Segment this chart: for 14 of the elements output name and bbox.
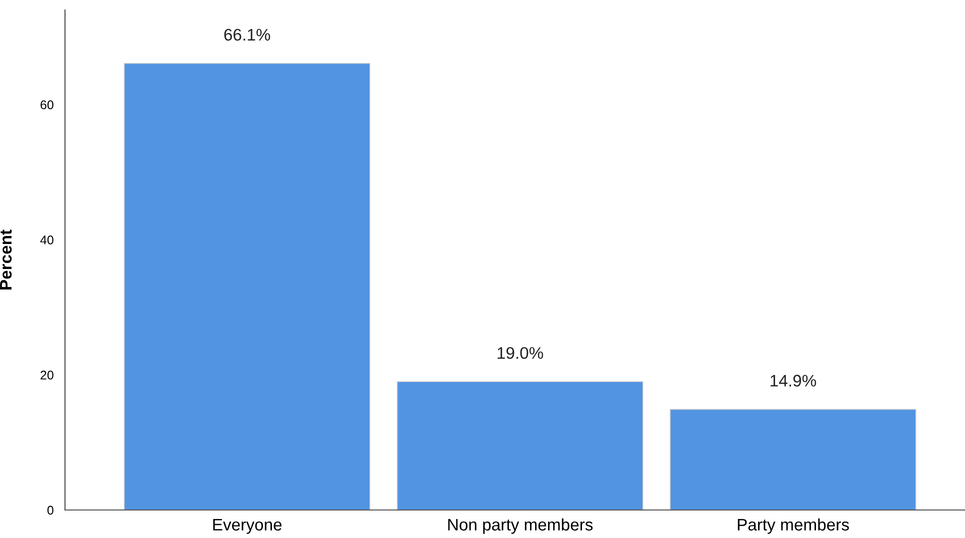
data-label: 14.9% — [770, 374, 816, 387]
bar — [124, 62, 370, 510]
y-tick-label: 20 — [40, 370, 54, 380]
y-axis-title: Percent — [0, 230, 12, 290]
y-tick-label: 60 — [40, 100, 54, 110]
bar — [396, 381, 644, 510]
y-tick-label: 40 — [40, 236, 54, 244]
x-tick-label: Non party members — [448, 518, 593, 534]
data-label: 19.0% — [498, 347, 544, 359]
x-tick-label: Party members — [738, 518, 849, 534]
x-tick-label: Everyone — [213, 518, 282, 534]
bar — [670, 408, 916, 510]
data-label: 66.1% — [224, 28, 270, 41]
y-tick-label: 0 — [47, 506, 54, 515]
